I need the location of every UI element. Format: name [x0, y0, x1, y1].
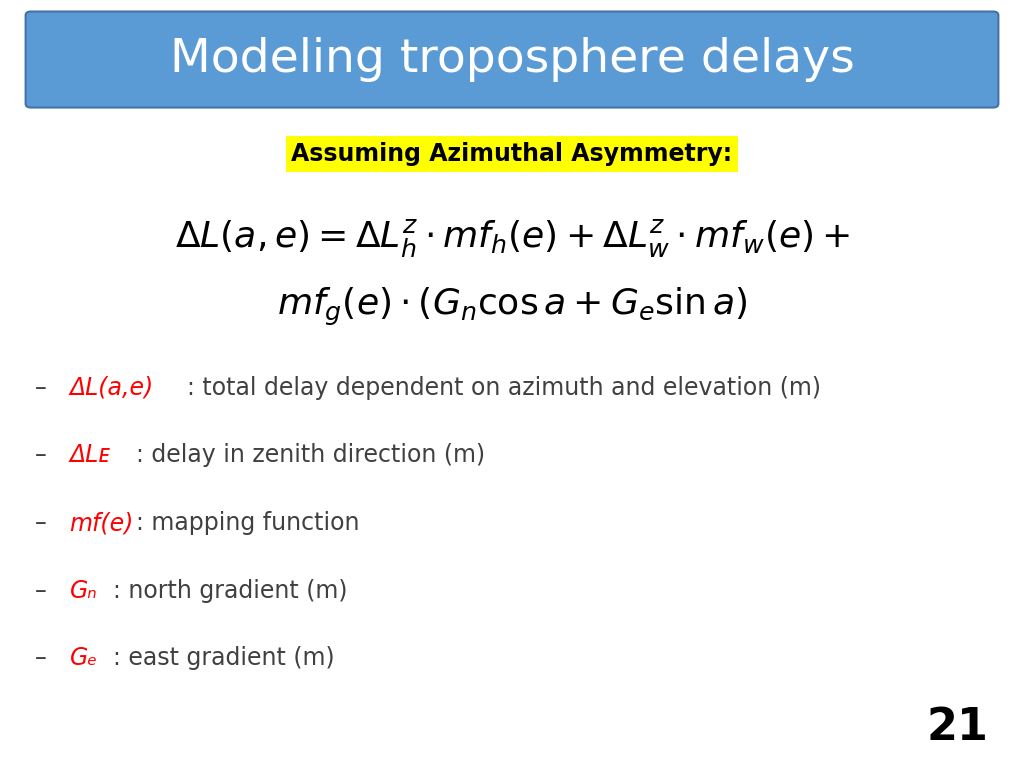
Text: : delay in zenith direction (m): : delay in zenith direction (m): [136, 443, 485, 468]
Text: –: –: [35, 578, 47, 603]
Text: Assuming Azimuthal Asymmetry:: Assuming Azimuthal Asymmetry:: [292, 141, 732, 166]
Text: $mf_g(e) \cdot (G_n \cos a + G_e \sin a)$: $mf_g(e) \cdot (G_n \cos a + G_e \sin a)…: [276, 286, 748, 328]
Text: –: –: [35, 646, 47, 670]
FancyBboxPatch shape: [26, 12, 998, 108]
Text: –: –: [35, 511, 47, 535]
Text: –: –: [35, 443, 47, 468]
Text: : north gradient (m): : north gradient (m): [113, 578, 347, 603]
Text: Gₙ: Gₙ: [70, 578, 97, 603]
Text: : mapping function: : mapping function: [136, 511, 359, 535]
Text: –: –: [35, 376, 47, 400]
Text: : east gradient (m): : east gradient (m): [113, 646, 334, 670]
Text: mf(e): mf(e): [70, 511, 134, 535]
Text: Modeling troposphere delays: Modeling troposphere delays: [170, 38, 854, 82]
Text: $\Delta L(a,e) = \Delta L_h^z \cdot mf_h(e) + \Delta L_w^z \cdot mf_w(e) +$: $\Delta L(a,e) = \Delta L_h^z \cdot mf_h…: [174, 217, 850, 259]
Text: 21: 21: [926, 706, 988, 749]
Text: ΔL(a,e): ΔL(a,e): [70, 376, 154, 400]
Text: Gₑ: Gₑ: [70, 646, 97, 670]
Text: ΔLᴇ: ΔLᴇ: [70, 443, 111, 468]
Text: : total delay dependent on azimuth and elevation (m): : total delay dependent on azimuth and e…: [187, 376, 821, 400]
